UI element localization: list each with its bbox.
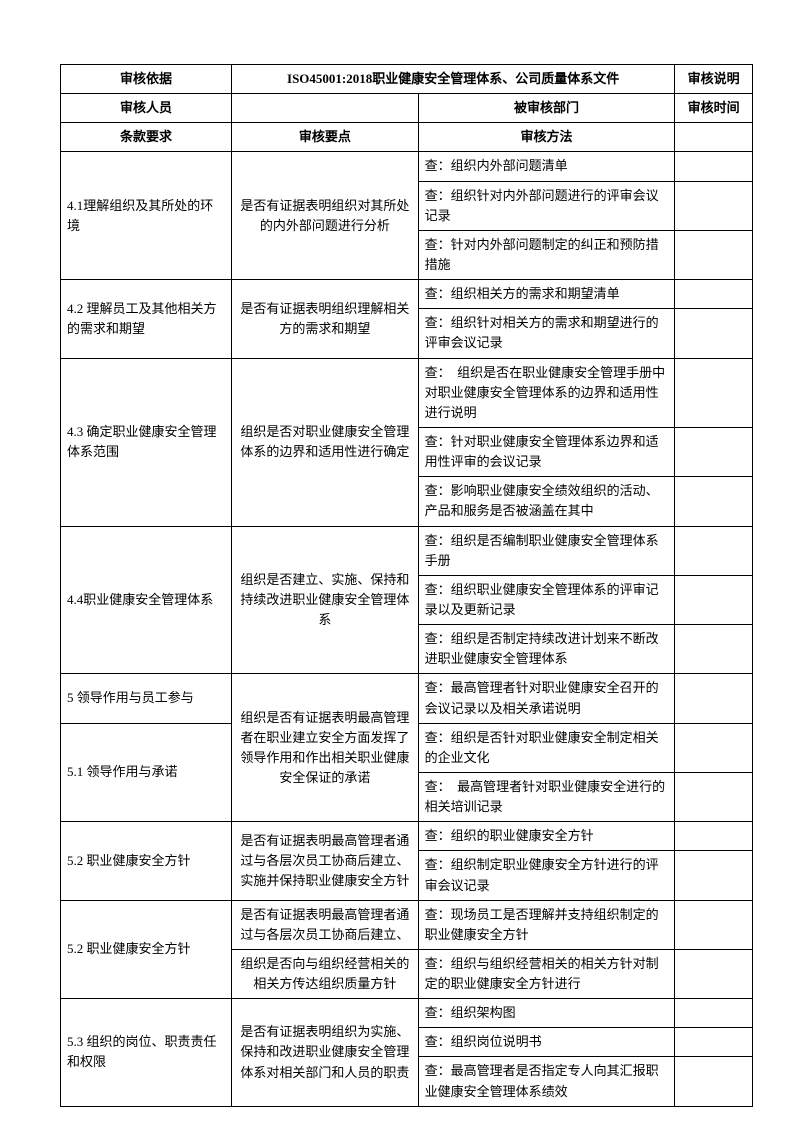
blank-cell	[675, 851, 753, 900]
method-cell: 查：最高管理者是否指定专人向其汇报职业健康安全管理体系绩效	[418, 1057, 675, 1106]
table-row: 5.2 职业健康安全方针 是否有证据表明最高管理者通过与各层次员工协商后建立、 …	[61, 900, 753, 949]
method-cell: 查：影响职业健康安全绩效组织的活动、产品和服务是否被涵盖在其中	[418, 477, 675, 526]
blank-cell	[675, 427, 753, 476]
req-cell: 4.1理解组织及其所处的环境	[61, 152, 232, 280]
point-cell: 组织是否建立、实施、保持和持续改进职业健康安全管理体系	[232, 526, 419, 674]
method-cell: 查：组织架构图	[418, 999, 675, 1028]
req-cell: 5.1 领导作用与承诺	[61, 723, 232, 822]
method-cell: 查：最高管理者针对职业健康安全召开的会议记录以及相关承诺说明	[418, 674, 675, 723]
method-cell: 查：组织相关方的需求和期望清单	[418, 280, 675, 309]
point-cell: 是否有证据表明最高管理者通过与各层次员工协商后建立、	[232, 900, 419, 949]
blank-cell	[675, 526, 753, 575]
blank-cell	[675, 477, 753, 526]
method-cell: 查：组织是否针对职业健康安全制定相关的企业文化	[418, 723, 675, 772]
header-row-auditor: 审核人员 被审核部门 审核时间	[61, 94, 753, 123]
blank-cell	[675, 949, 753, 998]
req-cell: 4.4职业健康安全管理体系	[61, 526, 232, 674]
dept-label: 被审核部门	[418, 94, 675, 123]
blank-cell	[675, 822, 753, 851]
req-cell: 4.3 确定职业健康安全管理体系范围	[61, 358, 232, 526]
method-cell: 查：组织制定职业健康安全方针进行的评审会议记录	[418, 851, 675, 900]
col-method: 审核方法	[418, 123, 675, 152]
col-blank	[675, 123, 753, 152]
table-row: 4.1理解组织及其所处的环境 是否有证据表明组织对其所处的内外部问题进行分析 查…	[61, 152, 753, 181]
table-row: 5.3 组织的岗位、职责责任和权限 是否有证据表明组织为实施、保持和改进职业健康…	[61, 999, 753, 1028]
table-row: 4.2 理解员工及其他相关方的需求和期望 是否有证据表明组织理解相关方的需求和期…	[61, 280, 753, 309]
col-point: 审核要点	[232, 123, 419, 152]
method-cell: 查：组织岗位说明书	[418, 1028, 675, 1057]
audit-basis-value: ISO45001:2018职业健康安全管理体系、公司质量体系文件	[232, 65, 675, 94]
method-cell: 查：组织的职业健康安全方针	[418, 822, 675, 851]
blank-cell	[675, 358, 753, 427]
method-cell: 查：组织是否编制职业健康安全管理体系手册	[418, 526, 675, 575]
point-cell: 是否有证据表明组织理解相关方的需求和期望	[232, 280, 419, 358]
auditor-value	[232, 94, 419, 123]
req-cell: 5.2 职业健康安全方针	[61, 822, 232, 900]
blank-cell	[675, 1057, 753, 1106]
req-cell: 4.2 理解员工及其他相关方的需求和期望	[61, 280, 232, 358]
blank-cell	[675, 575, 753, 624]
method-cell: 查： 组织是否在职业健康安全管理手册中对职业健康安全管理体系的边界和适用性进行说…	[418, 358, 675, 427]
audit-table: 审核依据 ISO45001:2018职业健康安全管理体系、公司质量体系文件 审核…	[60, 64, 753, 1107]
method-cell: 查：现场员工是否理解并支持组织制定的职业健康安全方针	[418, 900, 675, 949]
blank-cell	[675, 181, 753, 230]
req-cell: 5.2 职业健康安全方针	[61, 900, 232, 999]
blank-cell	[675, 280, 753, 309]
blank-cell	[675, 230, 753, 279]
req-cell: 5.3 组织的岗位、职责责任和权限	[61, 999, 232, 1107]
audit-basis-label: 审核依据	[61, 65, 232, 94]
blank-cell	[675, 999, 753, 1028]
blank-cell	[675, 625, 753, 674]
method-cell: 查：组织与组织经营相关的相关方针对制定的职业健康安全方针进行	[418, 949, 675, 998]
method-cell: 查：组织内外部问题清单	[418, 152, 675, 181]
blank-cell	[675, 674, 753, 723]
blank-cell	[675, 1028, 753, 1057]
method-cell: 查：组织针对相关方的需求和期望进行的评审会议记录	[418, 309, 675, 358]
point-cell: 组织是否有证据表明最高管理者在职业建立安全方面发挥了领导作用和作出相关职业健康安…	[232, 674, 419, 822]
table-row: 4.4职业健康安全管理体系 组织是否建立、实施、保持和持续改进职业健康安全管理体…	[61, 526, 753, 575]
header-row-basis: 审核依据 ISO45001:2018职业健康安全管理体系、公司质量体系文件 审核…	[61, 65, 753, 94]
method-cell: 查：针对内外部问题制定的纠正和预防措措施	[418, 230, 675, 279]
blank-cell	[675, 900, 753, 949]
audit-desc-label: 审核说明	[675, 65, 753, 94]
point-cell: 是否有证据表明最高管理者通过与各层次员工协商后建立、实施并保持职业健康安全方针	[232, 822, 419, 900]
blank-cell	[675, 772, 753, 821]
point-cell: 组织是否向与组织经营相关的相关方传达组织质量方针	[232, 949, 419, 998]
table-row: 4.3 确定职业健康安全管理体系范围 组织是否对职业健康安全管理体系的边界和适用…	[61, 358, 753, 427]
blank-cell	[675, 723, 753, 772]
point-cell: 组织是否对职业健康安全管理体系的边界和适用性进行确定	[232, 358, 419, 526]
column-header-row: 条款要求 审核要点 审核方法	[61, 123, 753, 152]
point-cell: 是否有证据表明组织对其所处的内外部问题进行分析	[232, 152, 419, 280]
blank-cell	[675, 152, 753, 181]
blank-cell	[675, 309, 753, 358]
method-cell: 查：针对职业健康安全管理体系边界和适用性评审的会议记录	[418, 427, 675, 476]
method-cell: 查：组织职业健康安全管理体系的评审记录以及更新记录	[418, 575, 675, 624]
point-cell: 是否有证据表明组织为实施、保持和改进职业健康安全管理体系对相关部门和人员的职责	[232, 999, 419, 1107]
table-row: 5.2 职业健康安全方针 是否有证据表明最高管理者通过与各层次员工协商后建立、实…	[61, 822, 753, 851]
table-row: 5 领导作用与员工参与 组织是否有证据表明最高管理者在职业建立安全方面发挥了领导…	[61, 674, 753, 723]
method-cell: 查：组织是否制定持续改进计划来不断改进职业健康安全管理体系	[418, 625, 675, 674]
method-cell: 查： 最高管理者针对职业健康安全进行的相关培训记录	[418, 772, 675, 821]
auditor-label: 审核人员	[61, 94, 232, 123]
time-label: 审核时间	[675, 94, 753, 123]
method-cell: 查：组织针对内外部问题进行的评审会议记录	[418, 181, 675, 230]
col-req: 条款要求	[61, 123, 232, 152]
req-cell: 5 领导作用与员工参与	[61, 674, 232, 723]
